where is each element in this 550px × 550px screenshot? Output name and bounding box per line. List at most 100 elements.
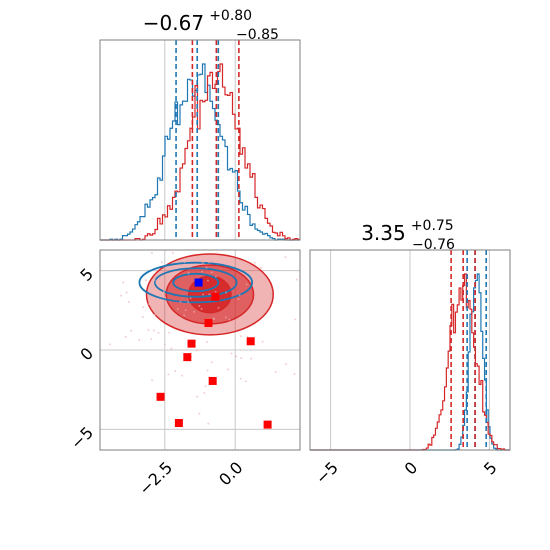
x-tick-label: −2.5	[135, 458, 176, 499]
x-tick-label: 0.0	[215, 458, 246, 489]
gridlines	[330, 250, 490, 450]
sample-point	[159, 293, 162, 296]
sample-point	[261, 310, 264, 313]
red-square-marker	[211, 292, 220, 301]
sample-point	[154, 300, 157, 303]
sample-point	[151, 379, 154, 382]
histogram-series-0	[100, 63, 300, 241]
sample-point	[145, 279, 148, 282]
axes-frame	[99, 39, 301, 241]
sample-point	[230, 352, 233, 355]
sample-point	[183, 261, 186, 264]
title-main: 3.35	[361, 221, 406, 245]
sample-point	[183, 314, 186, 317]
sample-point	[210, 361, 213, 364]
sample-point	[187, 272, 190, 275]
sample-point	[181, 374, 184, 377]
sample-point	[138, 338, 141, 341]
sample-point	[154, 313, 157, 316]
sample-point	[125, 291, 128, 294]
sample-point	[206, 369, 209, 372]
sample-point	[170, 347, 173, 350]
axes-frame	[309, 249, 511, 451]
sample-point	[196, 349, 199, 352]
red-square-marker	[174, 419, 183, 428]
sample-point	[274, 370, 277, 373]
sample-point	[194, 330, 197, 333]
sample-point	[162, 290, 165, 293]
sample-point	[124, 335, 127, 338]
blue-square-marker	[194, 278, 203, 287]
red-square-marker	[156, 392, 165, 401]
x-tick-label: 0	[401, 458, 422, 479]
sample-point	[295, 278, 298, 281]
red-square-marker	[263, 420, 272, 429]
sample-point	[239, 335, 242, 338]
sample-point	[237, 298, 240, 301]
sample-point	[204, 385, 207, 388]
sample-point	[184, 309, 187, 312]
red-square-marker	[208, 376, 217, 385]
sample-point	[200, 270, 203, 273]
sample-point	[250, 357, 253, 360]
sample-point	[174, 370, 177, 373]
sample-point	[196, 395, 199, 398]
sample-point	[235, 355, 238, 358]
sample-point	[171, 251, 174, 254]
sample-point	[293, 372, 296, 375]
sample-point	[179, 300, 182, 303]
blue-contour-level-2	[138, 261, 254, 304]
title-lower: −0.85	[236, 27, 279, 43]
histograms	[100, 63, 300, 241]
sample-point	[294, 318, 297, 321]
y-tick-label: −5	[67, 423, 97, 453]
title-lower: −0.76	[412, 237, 455, 253]
sample-point	[255, 317, 258, 320]
sample-point	[150, 337, 153, 340]
sample-point	[244, 380, 247, 383]
sample-point	[210, 271, 213, 274]
x-tick-label: −5	[312, 458, 342, 488]
blue-density-contours	[138, 261, 254, 304]
sample-point	[205, 340, 208, 343]
scatter-points	[108, 251, 298, 429]
quantile-lines	[175, 40, 240, 240]
y-tick-labels: −5 0 5	[67, 264, 97, 453]
sample-point	[261, 340, 264, 343]
sample-point	[284, 256, 287, 259]
histogram-series-1	[100, 63, 300, 241]
sample-point	[203, 392, 206, 395]
sample-point	[198, 412, 201, 415]
sample-point	[221, 262, 224, 265]
sample-point	[108, 343, 111, 346]
blue-contour-level-1	[154, 267, 238, 298]
blue-contour-level-0	[172, 272, 220, 293]
y-tick-label: 0	[76, 344, 97, 365]
sample-point	[214, 290, 217, 293]
title-upper: +0.75	[411, 218, 454, 234]
sample-point	[187, 301, 190, 304]
sample-point	[186, 321, 189, 324]
sample-point	[168, 331, 171, 334]
sample-point	[130, 329, 133, 332]
sample-point	[207, 422, 210, 425]
plot-area	[100, 40, 300, 240]
joint-scatter-panel: −2.5 0.0 −5 0 5	[67, 249, 301, 499]
sample-point	[244, 263, 247, 266]
axes-frame	[99, 249, 301, 451]
sample-point	[249, 307, 252, 310]
sample-point	[239, 377, 242, 380]
sample-point	[202, 262, 205, 265]
sample-point	[141, 316, 144, 319]
panel-title: −0.67 +0.80 −0.85	[143, 5, 279, 43]
sample-point	[193, 310, 196, 313]
sample-point	[228, 318, 231, 321]
sample-point	[164, 296, 167, 299]
sample-point	[201, 260, 204, 263]
sample-point	[226, 368, 229, 371]
panel-title: 3.35 +0.75 −0.76	[361, 215, 459, 253]
sample-point	[238, 260, 241, 263]
sample-point	[153, 279, 156, 282]
sample-point	[206, 279, 209, 282]
marginal-histogram-y-panel: −5 0 5	[309, 249, 511, 488]
